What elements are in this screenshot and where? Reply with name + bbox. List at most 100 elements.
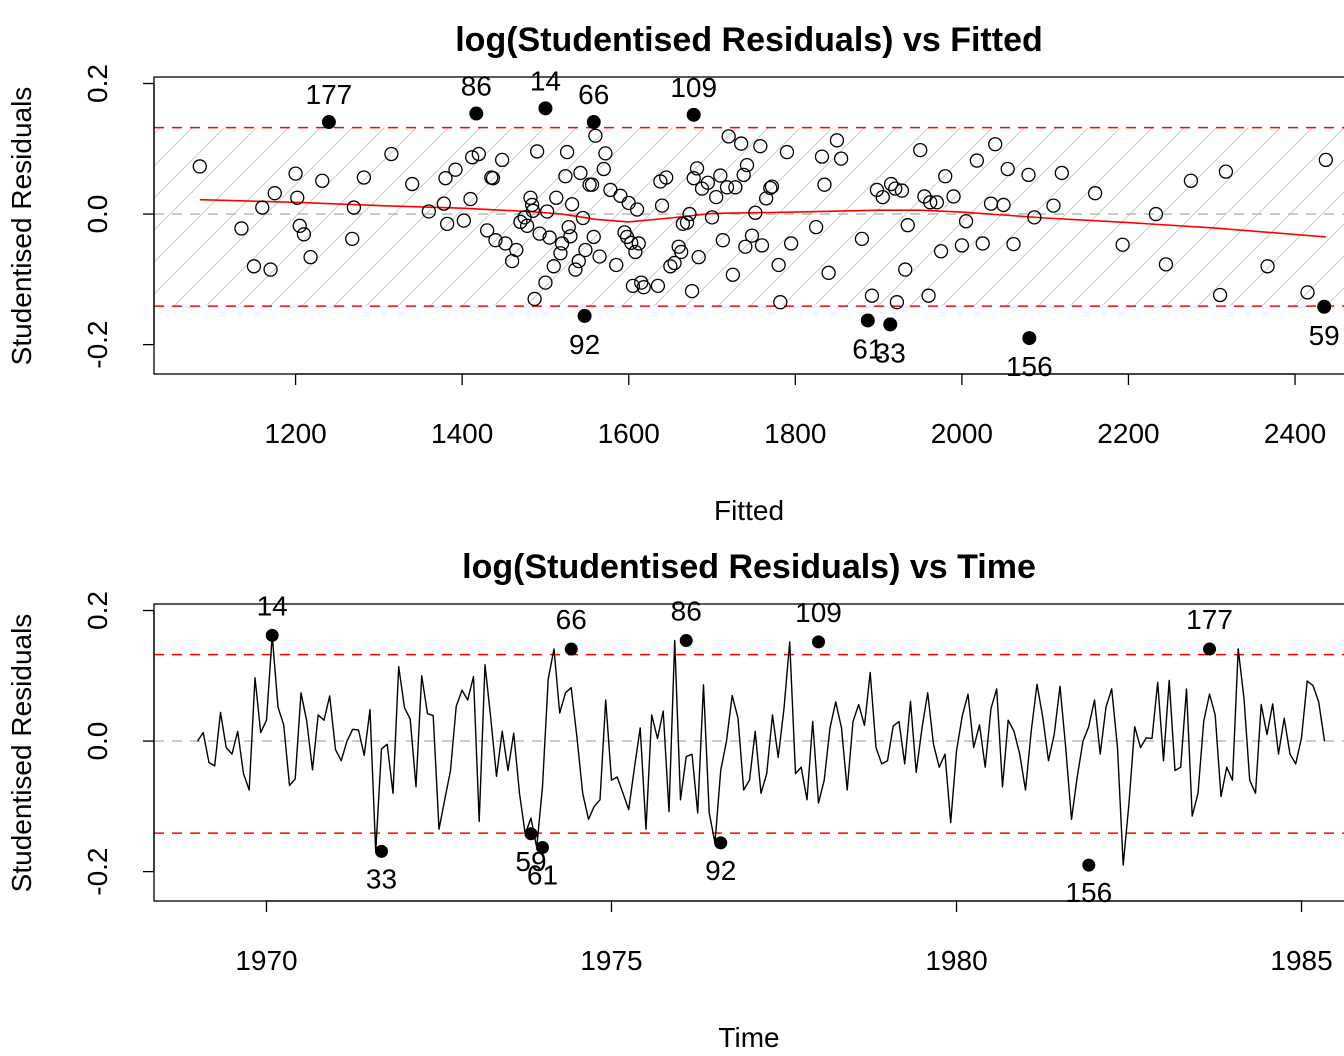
point-label: 14 (257, 590, 288, 621)
y-tick-label: -0.2 (82, 321, 113, 369)
outlier-point (469, 106, 484, 121)
data-point (524, 197, 540, 213)
data-point (888, 181, 903, 196)
data-point (744, 228, 760, 243)
data-point (303, 250, 318, 265)
data-point (728, 180, 743, 195)
data-point (456, 213, 471, 228)
data-point (754, 238, 770, 253)
data-point (246, 259, 262, 274)
data-point (571, 253, 586, 269)
data-point (923, 195, 938, 210)
data-point (485, 171, 501, 186)
labelled-point (679, 634, 693, 648)
data-point (561, 219, 576, 235)
point-label: 92 (705, 855, 736, 886)
data-point (263, 262, 278, 277)
data-point (290, 190, 305, 205)
labelled-point (524, 827, 538, 841)
outlier-point (686, 107, 701, 122)
outlier-point (577, 308, 592, 323)
hatched-band (154, 127, 1344, 307)
data-point (650, 278, 666, 294)
data-point (296, 227, 312, 242)
data-point (1021, 167, 1036, 183)
data-point (709, 189, 724, 205)
data-point (684, 283, 700, 299)
x-axis: 1200 1400 1600 1800 2000 2200 2400 (264, 373, 1326, 449)
x-tick-label: 1985 (1270, 945, 1332, 976)
data-point (234, 221, 249, 236)
data-point (529, 144, 545, 159)
outlier-label: 92 (569, 329, 600, 360)
chart-title: log(Studentised Residuals) vs Fitted (455, 21, 1043, 59)
data-point (771, 257, 786, 273)
chart-title: log(Studentised Residuals) vs Time (462, 548, 1036, 586)
labelled-point (1203, 642, 1217, 656)
data-point (315, 173, 330, 188)
data-point (553, 246, 568, 261)
data-point (808, 219, 824, 235)
outlier-label: 59 (1309, 320, 1340, 351)
reference-lines (154, 653, 1344, 834)
data-point (996, 197, 1011, 213)
data-point (833, 151, 849, 166)
data-point (654, 198, 670, 213)
outlier-point (538, 101, 553, 116)
data-point (384, 146, 399, 162)
data-point (659, 170, 674, 185)
data-point (748, 205, 763, 220)
data-point (734, 136, 749, 151)
outlier-label: 61 (852, 333, 883, 364)
data-point (1218, 164, 1234, 179)
data-point (713, 168, 728, 183)
data-point (913, 142, 928, 158)
data-point (628, 244, 643, 260)
data-point (440, 216, 455, 232)
time-panel: log(Studentised Residuals) vs Time Time … (6, 548, 1344, 1053)
point-label: 156 (1065, 877, 1112, 908)
data-point (969, 153, 985, 168)
data-point (753, 139, 768, 154)
data-point (1300, 285, 1315, 300)
data-point (725, 267, 740, 282)
point-label: 61 (527, 859, 558, 890)
outlier-point (1317, 299, 1332, 314)
data-point (674, 244, 689, 260)
x-tick-label: 2200 (1097, 418, 1159, 449)
data-point (624, 235, 639, 250)
x-tick-label: 1600 (598, 418, 660, 449)
x-tick-label: 1200 (264, 418, 326, 449)
y-tick-label: -0.2 (82, 848, 113, 896)
fitted-panel: log(Studentised Residuals) vs Fitted Fit… (6, 21, 1344, 526)
labelled-point (714, 836, 728, 850)
data-point (946, 189, 961, 204)
data-point (598, 146, 613, 161)
data-point (345, 231, 360, 247)
data-point (584, 177, 600, 192)
data-point (736, 167, 751, 183)
data-point (667, 255, 682, 271)
data-point (542, 230, 557, 245)
outlier-point (1022, 331, 1037, 346)
data-point (421, 204, 436, 219)
data-point (898, 262, 913, 277)
data-point (465, 150, 480, 165)
data-point (894, 183, 910, 198)
data-point (636, 280, 651, 295)
data-point (575, 210, 591, 226)
data-point (889, 295, 905, 310)
data-point (764, 179, 780, 194)
y-axis: -0.2 0.0 0.2 (82, 591, 155, 896)
data-point (900, 218, 915, 233)
data-point (488, 233, 503, 248)
data-point (596, 161, 611, 177)
data-point (719, 180, 735, 195)
data-point (864, 288, 880, 303)
outlier-label: 86 (461, 71, 492, 102)
outlier-label: 156 (1006, 351, 1053, 382)
outlier-point (586, 115, 601, 130)
outlier-point (860, 313, 875, 328)
data-point (814, 149, 830, 164)
